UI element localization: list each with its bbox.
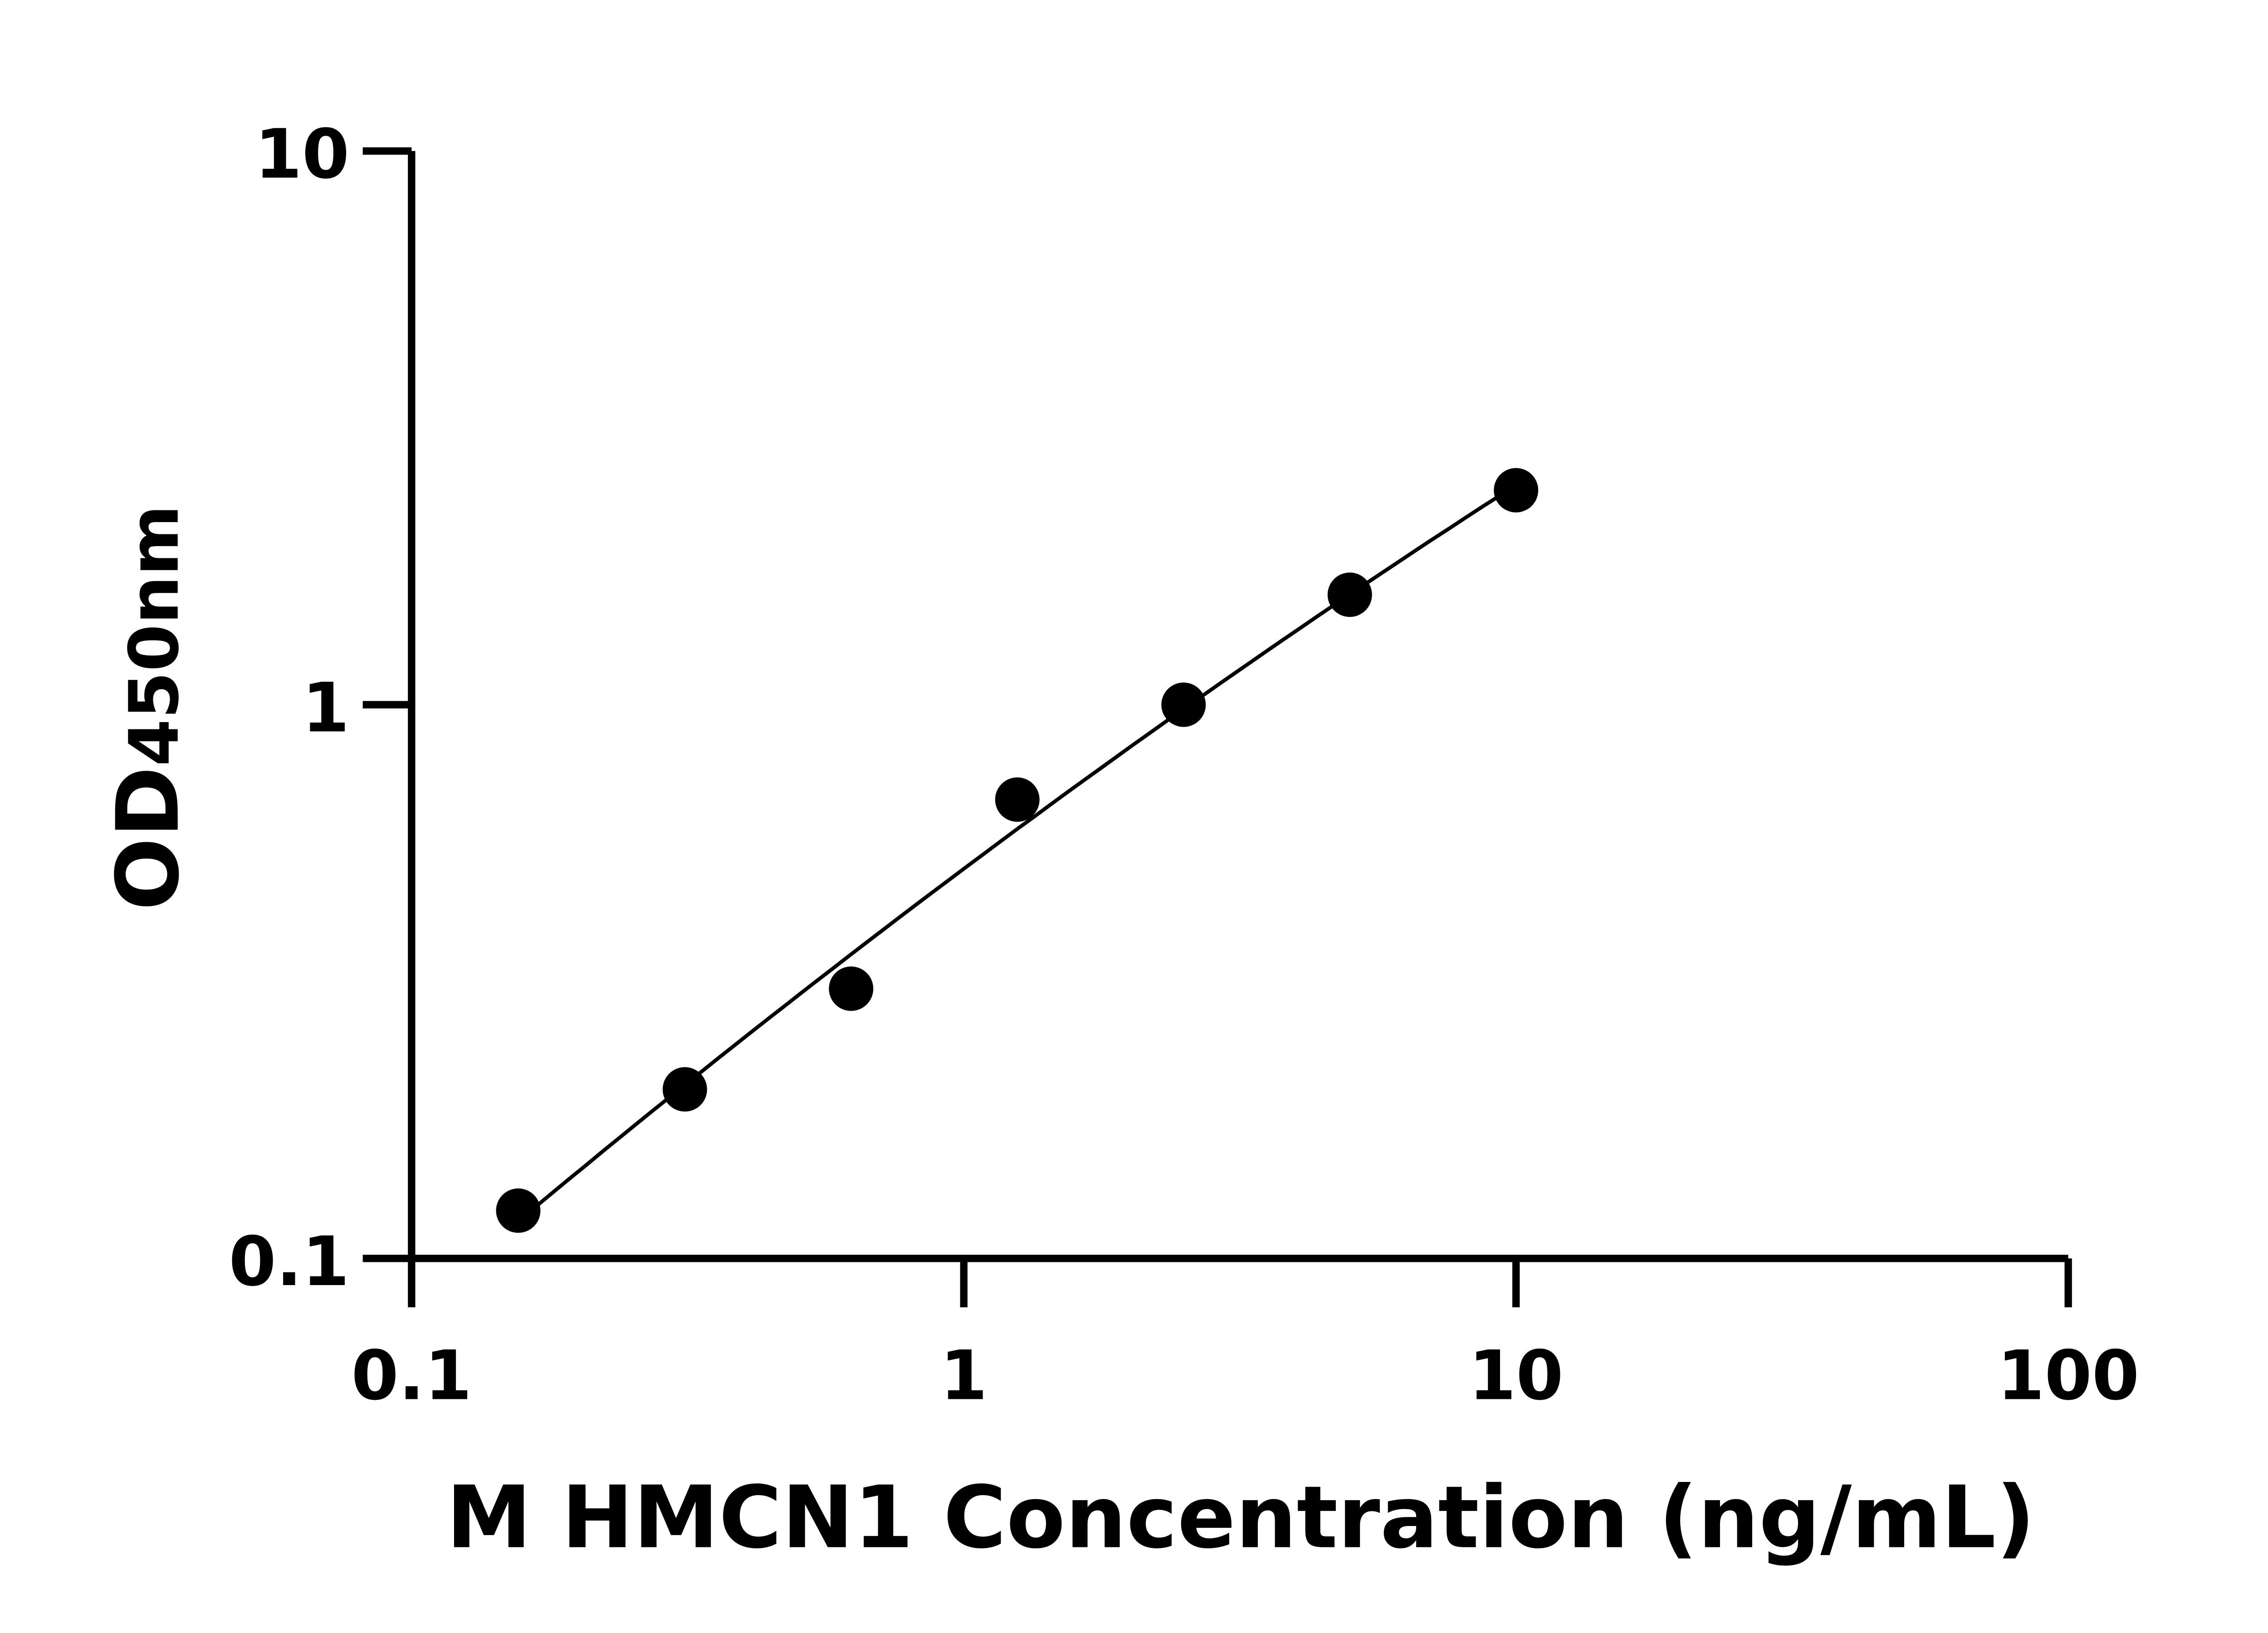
data-point <box>1161 682 1206 727</box>
tick-labels: 0.1 1 10 100 0.1 1 10 <box>229 115 2139 1416</box>
y-axis-title-main: OD <box>98 766 198 910</box>
x-tick-label: 10 <box>1469 1336 1564 1415</box>
x-axis-title: M HMCN1 Concentration (ng/mL) <box>446 1467 2035 1568</box>
y-tick-label: 10 <box>254 115 349 194</box>
data-point <box>662 1067 707 1112</box>
axes <box>362 147 2072 1307</box>
y-tick-label: 1 <box>302 669 349 748</box>
y-tick-label: 0.1 <box>229 1222 349 1301</box>
x-tick-label: 1 <box>940 1336 987 1415</box>
data-point <box>995 777 1040 822</box>
data-point <box>496 1188 541 1233</box>
x-tick-label: 0.1 <box>351 1336 472 1415</box>
y-axis-title-sub: 450nm <box>115 505 194 767</box>
y-axis-title: OD450nm <box>98 505 198 911</box>
data-point <box>1327 572 1372 617</box>
data-point <box>829 966 874 1011</box>
data-point <box>1494 468 1539 513</box>
data-points <box>496 468 1539 1233</box>
x-tick-label: 100 <box>1997 1336 2139 1415</box>
